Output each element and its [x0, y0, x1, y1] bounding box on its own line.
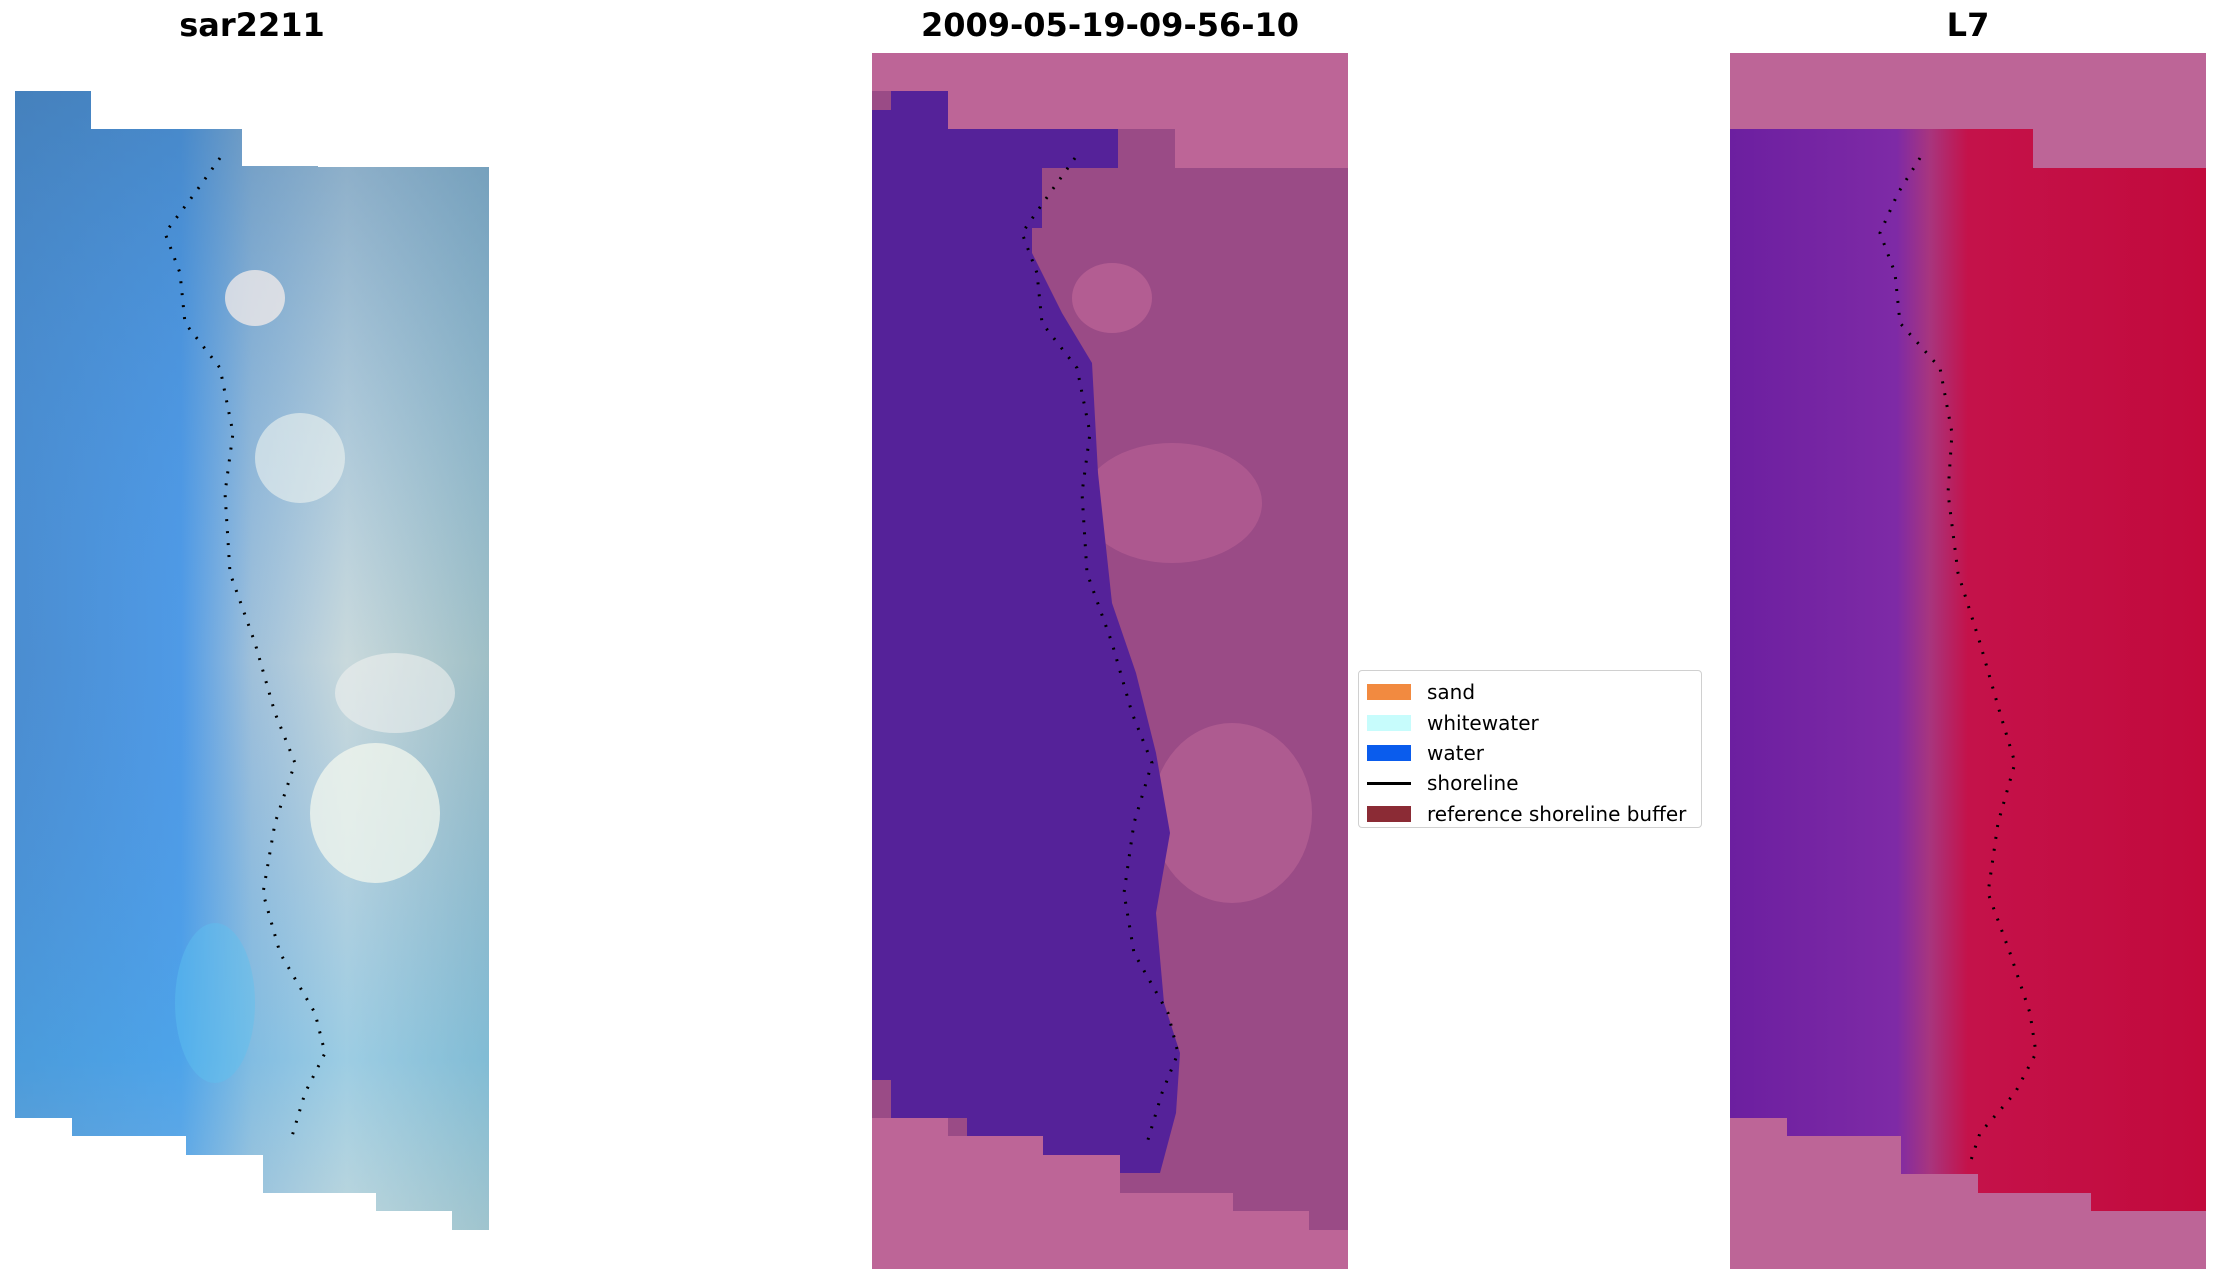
legend-label: shoreline: [1427, 771, 1519, 796]
panel-title-rgb: sar2211: [179, 6, 325, 44]
legend-item-whitewater: whitewater: [1359, 707, 1701, 737]
legend-item-reference-shoreline-buffer: reference shoreline buffer: [1359, 799, 1701, 829]
legend-swatch-shoreline: [1367, 781, 1411, 785]
legend: sand whitewater water shoreline referenc…: [1358, 670, 1702, 828]
classification-water: [872, 91, 1180, 1173]
shoreline-mndwi: [1878, 157, 2038, 1164]
rgb-image-panel: [15, 91, 489, 1230]
legend-swatch-sand: [1367, 684, 1411, 701]
legend-item-sand: sand: [1359, 677, 1701, 707]
classification-panel: [872, 53, 1348, 1269]
legend-label: sand: [1427, 680, 1476, 705]
panel-title-mndwi: L7: [1946, 6, 1990, 44]
legend-label: reference shoreline buffer: [1427, 801, 1687, 826]
mndwi-footprint: [1730, 129, 2206, 1211]
legend-label: water: [1427, 740, 1484, 765]
legend-item-shoreline: shoreline: [1359, 768, 1701, 798]
panel-title-classification: 2009-05-19-09-56-10: [920, 6, 1300, 44]
legend-item-water: water: [1359, 738, 1701, 768]
mndwi-panel: [1730, 53, 2206, 1269]
legend-label: whitewater: [1427, 710, 1539, 735]
shoreline-classification: [1020, 157, 1180, 1144]
legend-swatch-whitewater: [1367, 714, 1411, 731]
legend-swatch-buffer: [1367, 805, 1411, 822]
legend-swatch-water: [1367, 744, 1411, 761]
